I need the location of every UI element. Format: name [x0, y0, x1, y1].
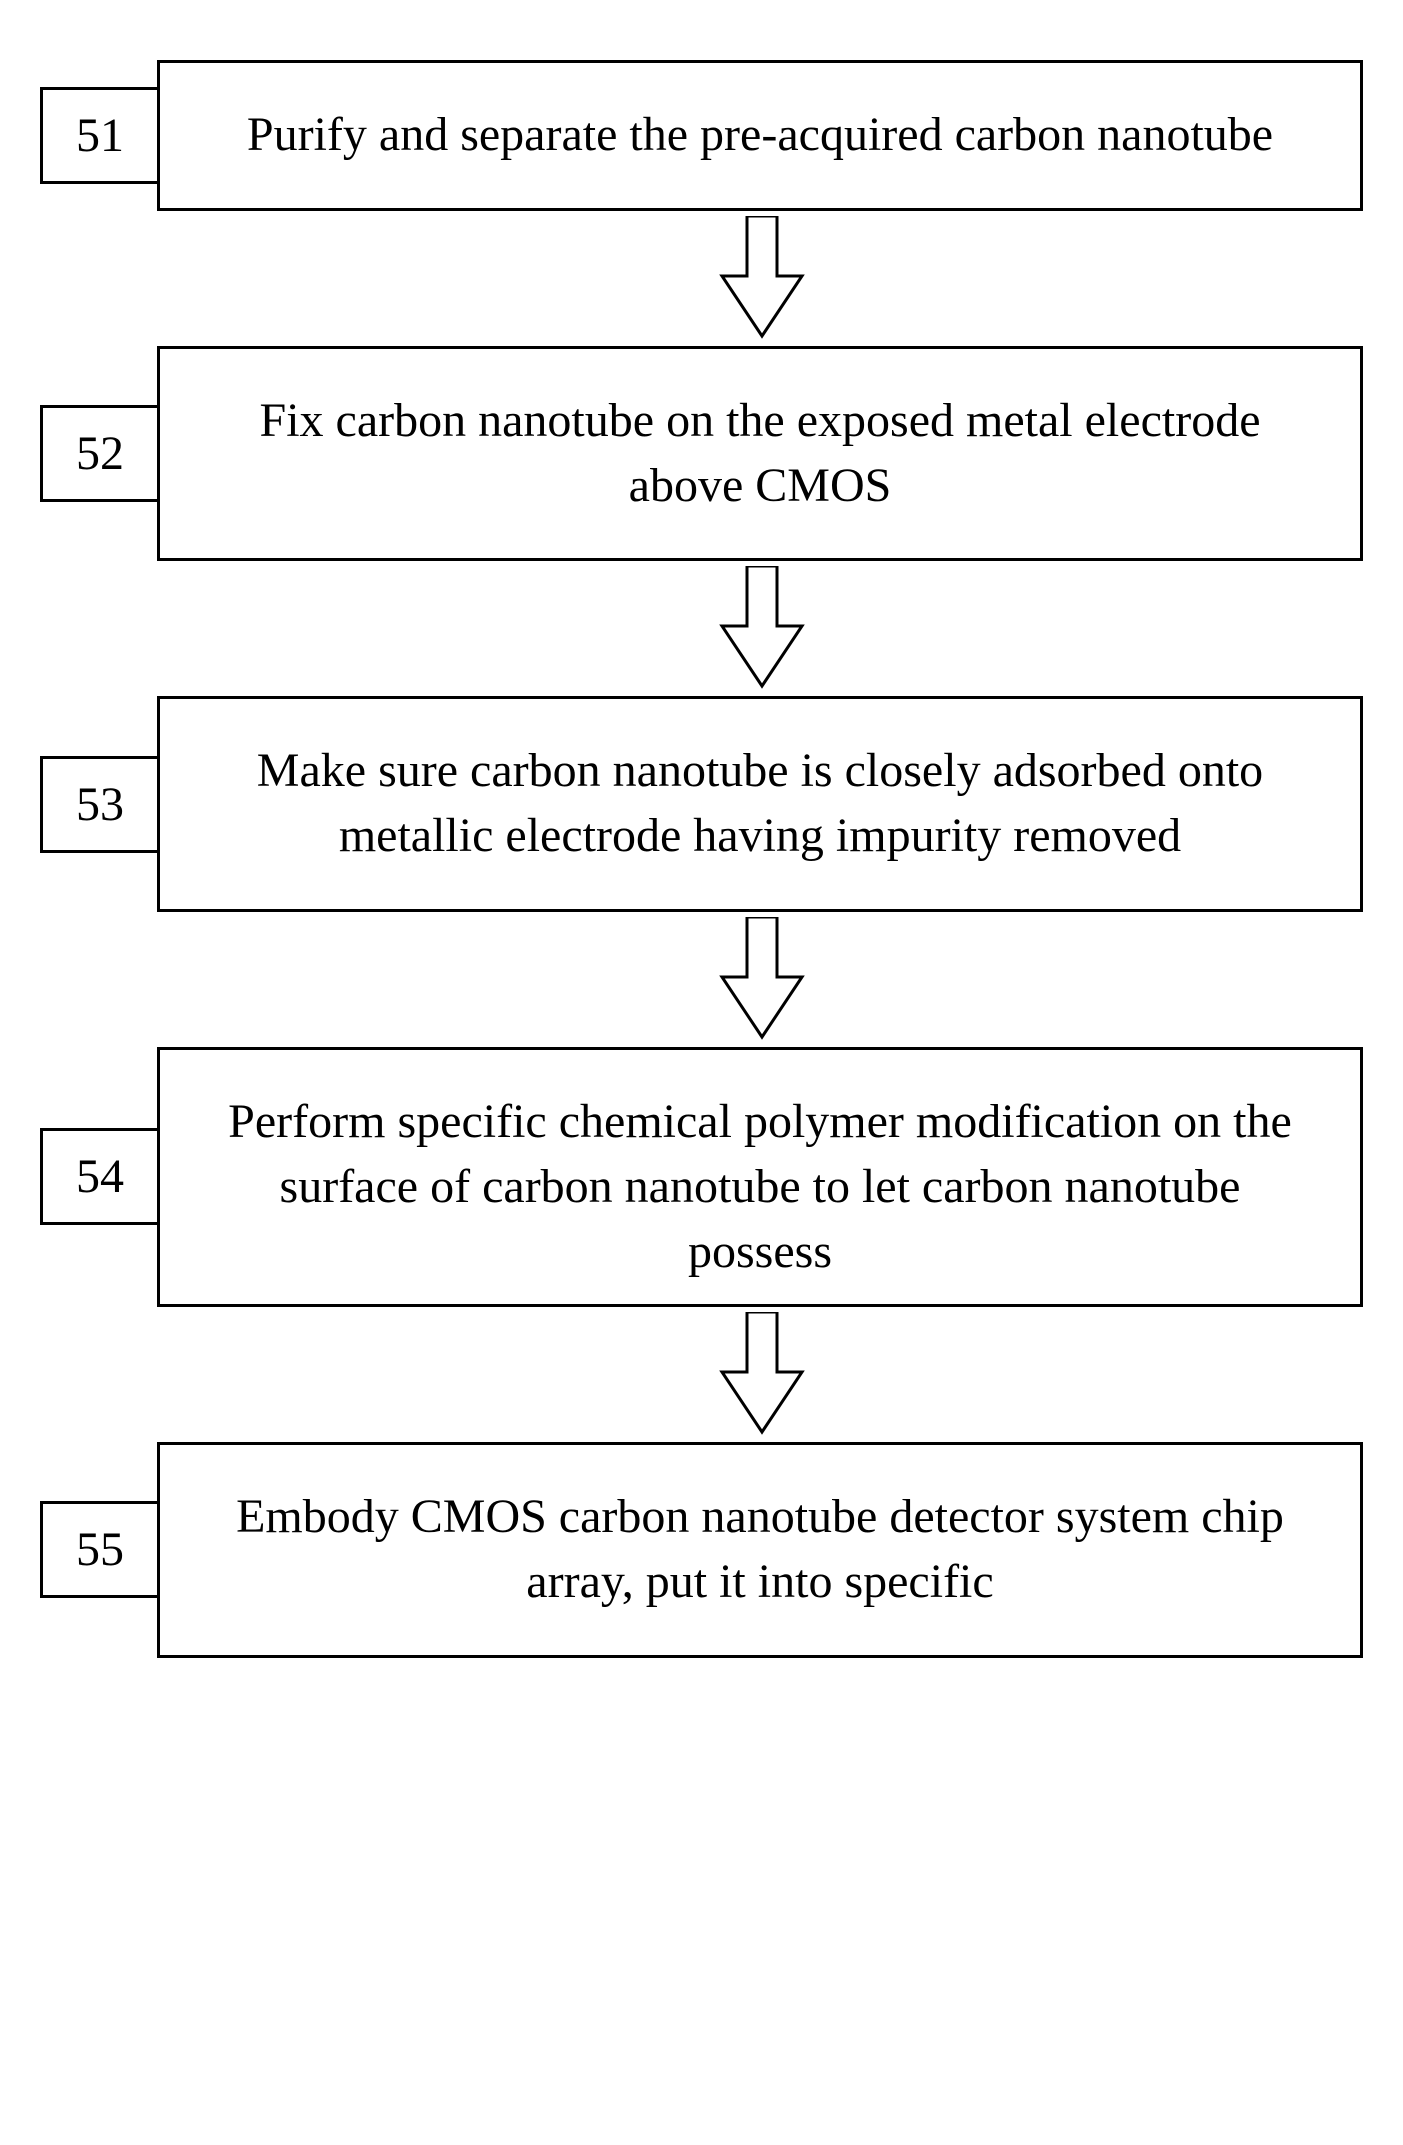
arrow-52-53 [40, 561, 1363, 696]
step-text-52: Fix carbon nanotube on the exposed metal… [210, 389, 1310, 519]
down-arrow-icon [712, 566, 812, 691]
arrow-51-52 [40, 211, 1363, 346]
step-box-53: Make sure carbon nanotube is closely ads… [157, 696, 1363, 912]
step-label-52: 52 [40, 405, 160, 502]
down-arrow-icon [712, 1312, 812, 1437]
step-label-53: 53 [40, 756, 160, 853]
step-row-52: 52 Fix carbon nanotube on the exposed me… [40, 346, 1363, 562]
step-text-51: Purify and separate the pre-acquired car… [210, 103, 1310, 168]
step-box-52: Fix carbon nanotube on the exposed metal… [157, 346, 1363, 562]
step-text-53: Make sure carbon nanotube is closely ads… [210, 739, 1310, 869]
step-row-54: 54 Perform specific chemical polymer mod… [40, 1047, 1363, 1307]
down-arrow-icon [712, 917, 812, 1042]
step-row-55: 55 Embody CMOS carbon nanotube detector … [40, 1442, 1363, 1658]
down-arrow-icon [712, 216, 812, 341]
step-label-51: 51 [40, 87, 160, 184]
step-label-54: 54 [40, 1128, 160, 1225]
arrow-53-54 [40, 912, 1363, 1047]
step-row-53: 53 Make sure carbon nanotube is closely … [40, 696, 1363, 912]
step-text-55: Embody CMOS carbon nanotube detector sys… [210, 1485, 1310, 1615]
flowchart-container: 51 Purify and separate the pre-acquired … [40, 60, 1363, 1658]
step-label-55: 55 [40, 1501, 160, 1598]
step-box-54: Perform specific chemical polymer modifi… [157, 1047, 1363, 1307]
step-box-55: Embody CMOS carbon nanotube detector sys… [157, 1442, 1363, 1658]
step-text-54: Perform specific chemical polymer modifi… [210, 1090, 1310, 1284]
step-box-51: Purify and separate the pre-acquired car… [157, 60, 1363, 211]
arrow-54-55 [40, 1307, 1363, 1442]
step-row-51: 51 Purify and separate the pre-acquired … [40, 60, 1363, 211]
